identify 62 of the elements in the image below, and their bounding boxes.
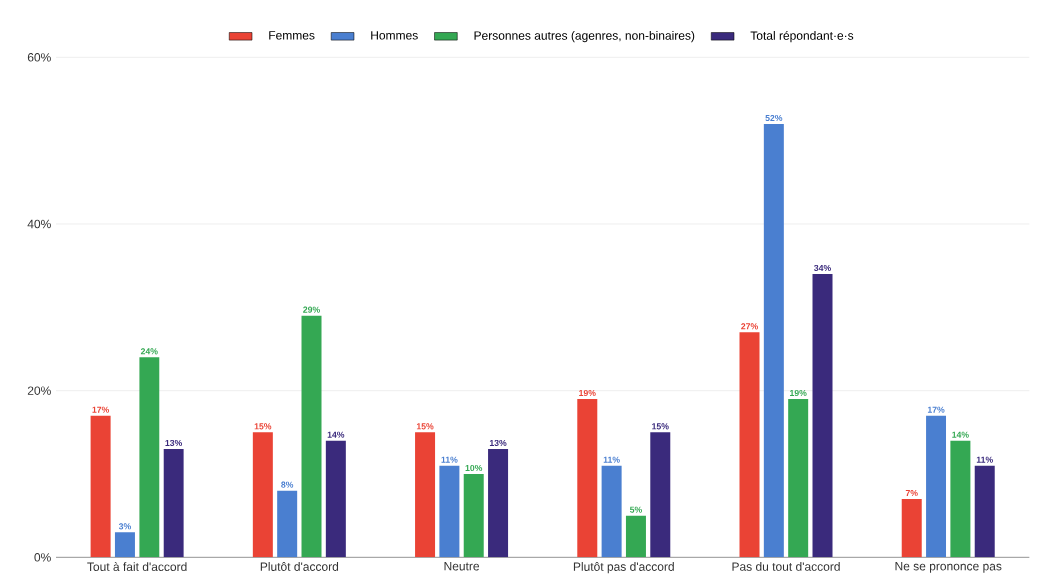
data-label: 17% (92, 406, 110, 413)
data-label: 14% (327, 431, 345, 438)
bar (415, 432, 436, 558)
bar (439, 465, 460, 558)
bar (601, 465, 622, 558)
bar (812, 274, 833, 558)
bar (950, 440, 971, 558)
bar (739, 332, 760, 558)
bar (577, 399, 598, 558)
data-label: 5% (629, 506, 642, 513)
data-label: 11% (603, 456, 620, 463)
bar (926, 415, 947, 558)
x-tick-label: Plutôt d'accord (260, 562, 339, 572)
legend-label: Hommes (371, 31, 418, 40)
bar (325, 440, 346, 558)
data-label: 11% (976, 456, 993, 463)
bar (488, 449, 509, 558)
bar (277, 490, 298, 558)
bar (650, 432, 671, 558)
data-label: 15% (416, 423, 434, 430)
bar (90, 415, 111, 558)
data-label: 24% (140, 348, 158, 355)
bar (625, 515, 646, 558)
data-label: 15% (254, 423, 272, 430)
data-label: 27% (741, 323, 758, 330)
bar (163, 449, 184, 558)
data-label: 11% (441, 456, 458, 463)
bar (301, 315, 322, 558)
data-label: 10% (465, 465, 483, 472)
data-label: 34% (814, 265, 831, 272)
data-label: 29% (303, 306, 320, 313)
x-tick-label: Neutre (444, 562, 480, 571)
data-label: 15% (652, 423, 669, 430)
y-tick-label: 0% (34, 553, 51, 562)
bar (974, 465, 995, 558)
x-tick-label: Tout à fait d'accord (87, 562, 187, 572)
data-label: 3% (118, 523, 131, 530)
data-label: 7% (905, 490, 918, 497)
data-label: 13% (489, 440, 507, 447)
data-label: 52% (765, 115, 783, 122)
legend-label: Total répondant·e·s (750, 31, 854, 43)
bar (788, 399, 809, 558)
data-label: 17% (927, 406, 945, 413)
y-tick-label: 60% (27, 53, 51, 62)
data-label: 19% (790, 390, 807, 397)
x-tick-label: Ne se prononce pas (895, 562, 1002, 573)
bar (901, 499, 922, 558)
bar (252, 432, 273, 558)
legend-label: Personnes autres (agenres, non-binaires) (474, 31, 695, 43)
bar (763, 124, 784, 558)
bar (463, 474, 484, 558)
y-tick-label: 40% (27, 219, 51, 229)
data-label: 19% (579, 390, 596, 397)
legend-label: Femmes (269, 31, 315, 40)
data-label: 13% (165, 440, 183, 447)
bar (139, 357, 160, 558)
data-label: 8% (281, 481, 294, 488)
x-tick-label: Pas du tout d'accord (732, 562, 840, 572)
data-label: 14% (952, 431, 969, 438)
y-tick-label: 20% (27, 386, 51, 396)
x-tick-label: Plutôt pas d'accord (573, 562, 674, 574)
bar (114, 532, 135, 558)
